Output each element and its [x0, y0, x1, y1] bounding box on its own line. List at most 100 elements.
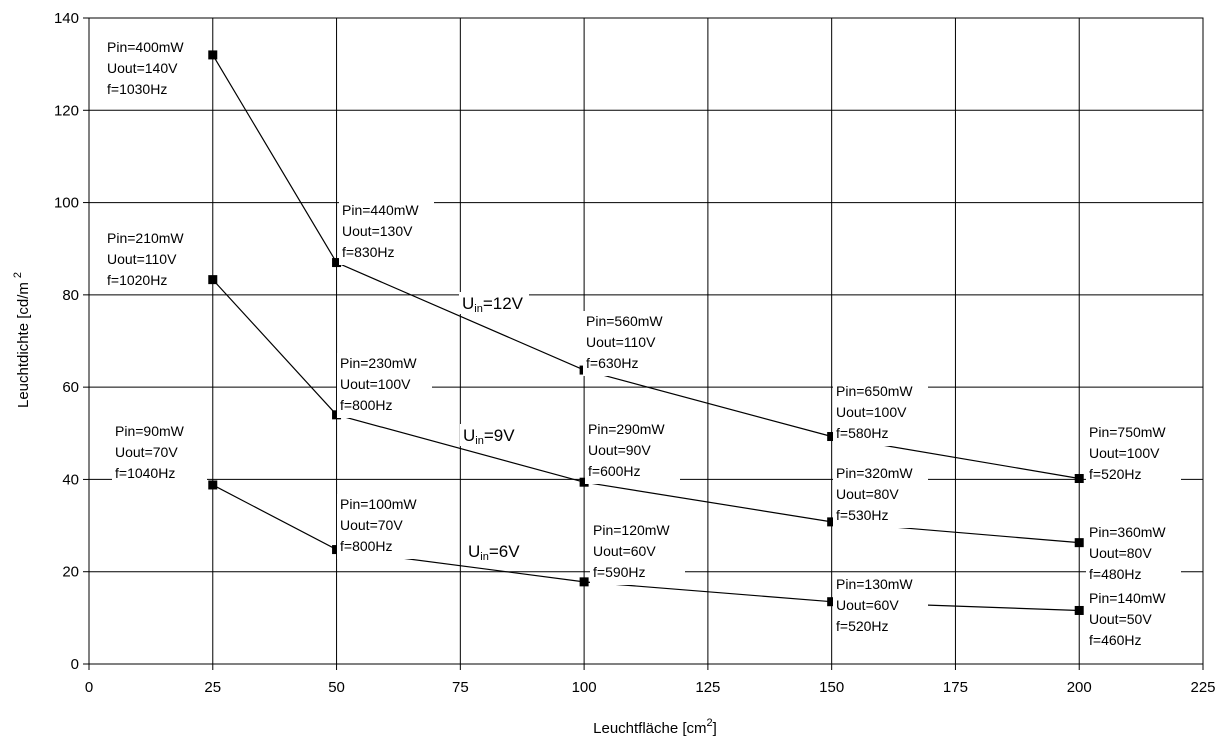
annotation-block: Pin=120mW Uout=60V f=590Hz [590, 520, 685, 585]
x-tick-label: 200 [1067, 679, 1092, 696]
annotation-background [1086, 422, 1181, 487]
data-point-marker [1074, 605, 1084, 615]
annotation-text: Pin=560mW [586, 313, 663, 329]
curve-label: Uin=12V [462, 294, 524, 315]
annotation-background [337, 494, 432, 559]
annotation-block: Pin=100mW Uout=70V f=800Hz [337, 494, 432, 559]
annotation-text: Uout=130V [342, 223, 413, 239]
annotation-block: Pin=230mW Uout=100V f=800Hz [337, 353, 432, 418]
x-tick-label: 225 [1190, 679, 1215, 696]
annotation-background [337, 353, 432, 418]
annotation-text: Uout=60V [593, 543, 656, 559]
annotation-text: Uout=100V [836, 404, 907, 420]
annotation-block: Pin=750mW Uout=100V f=520Hz [1086, 422, 1181, 487]
annotation-block: Pin=130mW Uout=60V f=520Hz [833, 574, 928, 639]
x-tick-label: 50 [328, 679, 345, 696]
annotation-text: f=580Hz [836, 425, 889, 441]
annotation-text: Uout=70V [115, 444, 178, 460]
x-tick-label: 175 [943, 679, 968, 696]
x-tick-label: 125 [695, 679, 720, 696]
annotation-block: Pin=650mW Uout=100V f=580Hz [833, 381, 928, 446]
annotation-text: Pin=750mW [1089, 424, 1166, 440]
y-axis-title-superscript: 2 [12, 272, 24, 278]
annotation-text: f=630Hz [586, 355, 639, 371]
annotation-text: f=480Hz [1089, 566, 1142, 582]
data-point-marker [208, 275, 218, 285]
annotation-text: Pin=290mW [588, 421, 665, 437]
data-point-marker [579, 477, 589, 487]
annotation-background [1086, 588, 1181, 653]
data-point-marker [208, 50, 218, 60]
axes: 0 25 50 75 100 125 150 175 200 225 0 20 40 60 80 100 120… [54, 10, 1216, 696]
annotation-text: f=830Hz [342, 244, 395, 260]
annotation-block: Pin=140mW Uout=50V f=460Hz [1086, 588, 1181, 653]
annotation-text: f=1020Hz [107, 272, 167, 288]
annotation-text: Uout=140V [107, 60, 178, 76]
y-tick-label: 20 [62, 564, 79, 581]
annotation-text: Uout=80V [1089, 545, 1152, 561]
annotation-background [585, 419, 680, 484]
annotation-block: Pin=90mW Uout=70V f=1040Hz [112, 421, 207, 486]
x-tick-label: 75 [452, 679, 469, 696]
annotation-text: Uout=50V [1089, 611, 1152, 627]
annotation-text: Pin=320mW [836, 465, 913, 481]
annotation-background [833, 574, 928, 639]
curve-label: Uin=9V [463, 426, 515, 447]
annotation-text: Uout=100V [340, 376, 411, 392]
data-point-marker [1074, 538, 1084, 548]
annotation-text: Uout=90V [588, 442, 651, 458]
annotation-text: f=800Hz [340, 538, 393, 554]
annotation-block: Pin=400mW Uout=140V f=1030Hz [104, 37, 199, 102]
annotation-text: f=590Hz [593, 564, 646, 580]
annotation-text: Pin=230mW [340, 355, 417, 371]
annotation-text: Pin=100mW [340, 496, 417, 512]
annotation-text: f=520Hz [1089, 466, 1142, 482]
annotation-background [583, 311, 678, 376]
x-axis-title-superscript: 2 [707, 717, 713, 729]
annotation-block: Pin=440mW Uout=130V f=830Hz [339, 200, 434, 265]
x-axis-title-text: Leuchtfläche [cm [593, 720, 706, 737]
annotation-text: Uout=60V [836, 597, 899, 613]
data-point-marker [579, 577, 589, 587]
annotations-layer: Pin=400mW Uout=140V f=1030Hz Pin=440mW Uout=… [104, 37, 1181, 653]
x-tick-label: 25 [204, 679, 221, 696]
annotation-background [833, 463, 928, 528]
data-point-marker [827, 517, 837, 527]
annotation-background [339, 200, 434, 265]
curve-label-background [465, 540, 535, 562]
annotation-text: Pin=360mW [1089, 524, 1166, 540]
annotation-text: Uout=110V [586, 334, 656, 350]
annotation-text: Pin=90mW [115, 423, 185, 439]
annotation-text: Pin=400mW [107, 39, 184, 55]
curve-label-background [460, 424, 530, 446]
annotation-background [104, 37, 199, 102]
y-tick-label: 60 [62, 379, 79, 396]
annotation-text: f=1030Hz [107, 81, 167, 97]
y-axis-title: Leuchtdichte [cd/m 2 [12, 272, 32, 408]
y-axis-title-text: Leuchtdichte [cd/m [15, 282, 32, 408]
y-tick-label: 120 [54, 102, 79, 119]
curve-label-background [459, 292, 529, 314]
annotation-text: Pin=440mW [342, 202, 419, 218]
annotation-text: Pin=130mW [836, 576, 913, 592]
x-tick-label: 100 [572, 679, 597, 696]
x-tick-label: 0 [85, 679, 93, 696]
annotation-block: Pin=210mW Uout=110V f=1020Hz [104, 228, 199, 293]
y-tick-label: 140 [54, 10, 79, 27]
x-axis-title-end: ] [713, 720, 717, 737]
annotation-text: f=520Hz [836, 618, 889, 634]
annotation-text: Uout=70V [340, 517, 403, 533]
y-tick-label: 100 [54, 195, 79, 212]
annotation-block: Pin=320mW Uout=80V f=530Hz [833, 463, 928, 528]
annotation-background [590, 520, 685, 585]
y-tick-label: 80 [62, 287, 79, 304]
annotation-block: Pin=560mW Uout=110V f=630Hz [583, 311, 678, 376]
annotation-background [104, 228, 199, 293]
x-axis-title: Leuchtfläche [cm2] [593, 717, 717, 737]
annotation-text: f=600Hz [588, 463, 641, 479]
annotation-text: Uout=110V [107, 251, 177, 267]
y-tick-label: 40 [62, 471, 79, 488]
y-tick-label: 0 [71, 656, 79, 673]
